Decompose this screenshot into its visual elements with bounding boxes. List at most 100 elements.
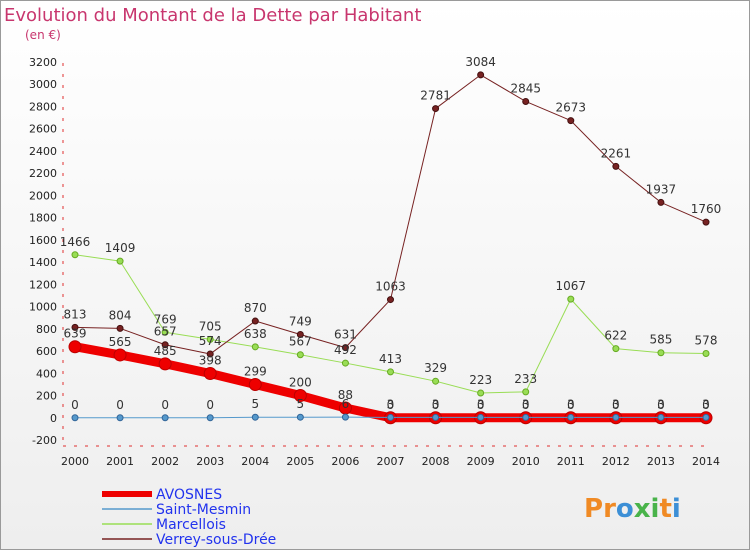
data-label: 0 xyxy=(657,398,665,412)
data-point xyxy=(657,413,665,421)
legend: AVOSNESSaint-MesminMarcelloisVerrey-sous… xyxy=(102,487,276,548)
data-label: 565 xyxy=(109,335,132,349)
data-point xyxy=(341,359,349,367)
y-tick-label: 3200 xyxy=(29,56,57,69)
data-label: 0 xyxy=(116,398,124,412)
x-tick-label: 2009 xyxy=(467,455,495,468)
data-point xyxy=(158,357,172,371)
data-label: 0 xyxy=(477,398,485,412)
data-point xyxy=(296,351,304,359)
x-tick-label: 2004 xyxy=(241,455,269,468)
data-label: 657 xyxy=(154,325,177,339)
y-tick-label: 1200 xyxy=(29,278,57,291)
data-label: 1409 xyxy=(105,241,136,255)
data-point xyxy=(71,323,79,331)
data-label: 1937 xyxy=(646,182,677,196)
data-point xyxy=(206,350,214,358)
data-label: 2781 xyxy=(420,89,451,103)
x-tick-label: 2014 xyxy=(692,455,720,468)
y-tick-label: -200 xyxy=(32,434,57,447)
data-label: 3 xyxy=(567,397,575,411)
data-label: 3 xyxy=(432,397,440,411)
y-tick-label: 800 xyxy=(36,323,57,336)
chart-unit: (en €) xyxy=(25,28,61,42)
data-label: 398 xyxy=(199,354,222,368)
series-layer xyxy=(68,71,713,425)
data-point xyxy=(206,414,214,422)
data-label: 413 xyxy=(379,352,402,366)
data-label: 2673 xyxy=(556,101,587,115)
legend-label: AVOSNES xyxy=(156,487,222,503)
data-label: 200 xyxy=(289,376,312,390)
x-tick-label: 2003 xyxy=(196,455,224,468)
data-label: 749 xyxy=(289,314,312,328)
data-point xyxy=(567,117,575,125)
data-label: 233 xyxy=(514,372,537,386)
data-label: 574 xyxy=(199,334,222,348)
data-point xyxy=(68,340,82,354)
data-point xyxy=(612,162,620,170)
data-point xyxy=(432,105,440,113)
data-point xyxy=(113,348,127,362)
y-tick-label: 1000 xyxy=(29,301,57,314)
x-tick-label: 2000 xyxy=(61,455,89,468)
data-point xyxy=(477,389,485,397)
y-tick-label: 2400 xyxy=(29,145,57,158)
data-label: 0 xyxy=(387,398,395,412)
data-point xyxy=(702,413,710,421)
data-label: 638 xyxy=(244,327,267,341)
data-label: 299 xyxy=(244,365,267,379)
data-label: 0 xyxy=(71,398,79,412)
data-point xyxy=(251,317,259,325)
data-point xyxy=(387,296,394,304)
data-label: 578 xyxy=(695,334,718,348)
data-point xyxy=(567,413,575,421)
y-tick-label: 2200 xyxy=(29,167,57,180)
data-point xyxy=(612,413,620,421)
data-point xyxy=(387,368,394,376)
x-tick-label: 2006 xyxy=(331,455,359,468)
y-tick-label: 2800 xyxy=(29,100,57,113)
data-label: 0 xyxy=(612,398,620,412)
data-label: 2845 xyxy=(510,81,541,95)
x-tick-label: 2001 xyxy=(106,455,134,468)
data-label: 3 xyxy=(522,397,530,411)
data-label: 639 xyxy=(64,327,87,341)
data-point xyxy=(387,413,394,421)
data-label: 88 xyxy=(338,388,353,402)
data-point xyxy=(161,328,169,336)
x-tick-label: 2008 xyxy=(422,455,450,468)
data-point xyxy=(522,97,530,105)
y-tick-label: 1400 xyxy=(29,256,57,269)
data-label: 1067 xyxy=(556,279,587,293)
logo-text: Proxiti xyxy=(584,494,681,524)
data-point xyxy=(293,389,307,403)
legend-label: Marcellois xyxy=(156,517,226,533)
data-label: 3084 xyxy=(465,55,496,69)
data-label: 870 xyxy=(244,301,267,315)
data-label: 1063 xyxy=(375,280,406,294)
data-label: 5 xyxy=(251,397,259,411)
data-point xyxy=(248,378,262,392)
data-point xyxy=(702,350,710,358)
data-label: 2261 xyxy=(601,146,632,160)
data-point xyxy=(432,377,440,385)
data-point xyxy=(341,344,349,352)
data-point xyxy=(251,413,259,421)
data-point xyxy=(251,343,259,351)
y-tick-label: 2600 xyxy=(29,123,57,136)
data-label: 492 xyxy=(334,343,357,357)
y-tick-label: 2000 xyxy=(29,189,57,202)
data-label: 0 xyxy=(161,398,169,412)
data-point xyxy=(612,345,620,353)
data-label: 631 xyxy=(334,328,357,342)
y-tick-label: 3000 xyxy=(29,78,57,91)
data-label: 3 xyxy=(477,397,485,411)
data-label: 622 xyxy=(604,329,627,343)
data-label: 0 xyxy=(702,398,710,412)
y-tick-label: 1600 xyxy=(29,234,57,247)
data-point xyxy=(522,413,530,421)
data-point xyxy=(567,295,575,303)
data-label: 0 xyxy=(206,398,214,412)
